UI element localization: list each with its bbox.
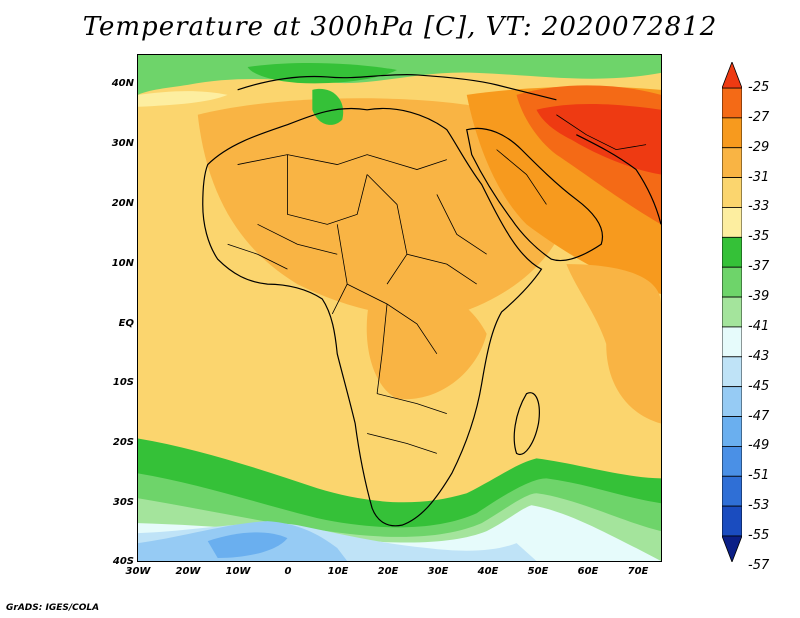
- lon-label-30w: 30W: [125, 566, 151, 577]
- lon-label-10w: 10W: [225, 566, 251, 577]
- colorbar-label: -57: [748, 557, 770, 573]
- lon-label-30e: 30E: [427, 566, 449, 577]
- madagascar-outline: [513, 392, 540, 455]
- colorbar-segment: [722, 445, 742, 477]
- colorbar-segment: [722, 177, 742, 208]
- lat-label-20n: 20N: [111, 198, 134, 209]
- colorbar-segment: [722, 416, 742, 447]
- colorbar-label: -49: [748, 438, 770, 454]
- field-warm-indian-ocean: [566, 264, 661, 424]
- field-cool-atlantic-north: [138, 91, 228, 107]
- colorbar-segment: [722, 87, 742, 119]
- colorbar-segments: [722, 87, 742, 537]
- africa-outline: [202, 107, 543, 527]
- colorbar-label: -35: [748, 229, 770, 245]
- field-warm-east: [366, 274, 487, 400]
- colorbar-bottom-arrow: [722, 535, 742, 562]
- colorbar-label: -47: [748, 408, 770, 424]
- colorbar-label: -27: [748, 109, 770, 125]
- colorbar-label: -37: [748, 259, 770, 275]
- colorbar-segment: [722, 266, 742, 298]
- lon-label-70e: 70E: [627, 566, 649, 577]
- colorbar-label: -39: [748, 289, 770, 305]
- lat-label-30s: 30S: [112, 497, 134, 508]
- arabia-outline: [466, 127, 604, 261]
- lon-label-60e: 60E: [577, 566, 599, 577]
- lon-label-20e: 20E: [377, 566, 399, 577]
- colorbar-label: -51: [748, 468, 770, 484]
- colorbar-segment: [722, 296, 742, 328]
- field-warm-sahara: [197, 98, 577, 317]
- lat-label-40s: 40S: [112, 556, 134, 567]
- map-panel: [137, 54, 662, 562]
- lat-label-10s: 10S: [112, 377, 134, 388]
- colorbar-label: -45: [748, 378, 770, 394]
- colorbar-label: -43: [748, 348, 770, 364]
- colorbar-label: -41: [748, 318, 770, 334]
- lon-label-50e: 50E: [527, 566, 549, 577]
- colorbar-segment: [722, 505, 742, 537]
- lat-label-20s: 20S: [112, 437, 134, 448]
- colorbar-segment: [722, 356, 742, 388]
- country-borders: [227, 114, 647, 454]
- colorbar-label: -31: [748, 169, 770, 185]
- temperature-field: [138, 55, 661, 561]
- lon-label-40e: 40E: [477, 566, 499, 577]
- lat-label-eq: EQ: [118, 318, 134, 329]
- lat-label-30n: 30N: [111, 138, 134, 149]
- colorbar-segment: [722, 236, 742, 268]
- lon-label-20w: 20W: [175, 566, 201, 577]
- colorbar-segment: [722, 207, 742, 238]
- colorbar-segment: [722, 475, 742, 507]
- lat-label-10n: 10N: [111, 258, 134, 269]
- colorbar-segment: [722, 326, 742, 358]
- colorbar-label: -33: [748, 199, 770, 215]
- europe-coast: [237, 73, 557, 101]
- map-title: Temperature at 300hPa [C], VT: 202007281…: [82, 12, 718, 42]
- colorbar-segment: [722, 386, 742, 417]
- field-cool-atlas: [312, 88, 344, 125]
- colorbar-segment: [722, 117, 742, 149]
- colorbar-top-arrow: [722, 62, 742, 89]
- field-hottest-iran: [536, 104, 661, 175]
- colorbar-segment: [722, 147, 742, 178]
- lat-label-40n: 40N: [111, 78, 134, 89]
- credit-text: GrADS: IGES/COLA: [6, 603, 100, 613]
- lon-label-10e: 10E: [327, 566, 349, 577]
- colorbar-label: -29: [748, 139, 770, 155]
- colorbar-label: -53: [748, 498, 770, 514]
- colorbar-label: -55: [748, 528, 770, 543]
- colorbar-label: -25: [748, 80, 770, 95]
- field-cool-south-49: [207, 532, 288, 559]
- lon-label-0: 0: [284, 566, 292, 577]
- asia-coast: [576, 134, 661, 225]
- colorbar: [722, 62, 742, 562]
